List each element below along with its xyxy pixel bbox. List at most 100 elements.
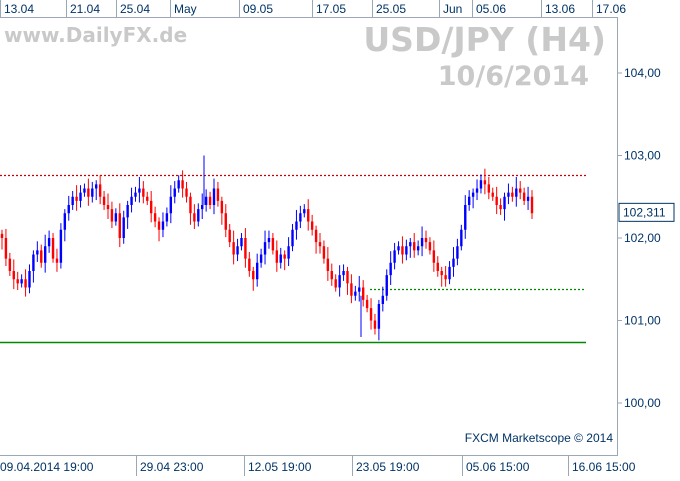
candle-body bbox=[153, 213, 157, 222]
candle-body bbox=[102, 196, 106, 205]
candle-body bbox=[503, 196, 506, 210]
candle-body bbox=[373, 320, 377, 329]
y-tick-label: 102,00 bbox=[624, 231, 661, 245]
candle-body bbox=[299, 213, 302, 222]
candle-body bbox=[91, 188, 94, 197]
candle-body bbox=[522, 192, 526, 201]
candle-body bbox=[303, 209, 306, 214]
bottom-axis-label: 29.04 23:00 bbox=[140, 460, 204, 474]
candle-body bbox=[342, 271, 345, 276]
horizontal-lines-layer bbox=[0, 174, 586, 344]
candle-body bbox=[365, 299, 369, 309]
candle-body bbox=[263, 242, 267, 255]
candle-body bbox=[149, 200, 153, 214]
candle-body bbox=[146, 196, 149, 201]
candle-body bbox=[259, 254, 263, 263]
candle-body bbox=[204, 196, 208, 205]
candle-body bbox=[279, 254, 282, 263]
candle-body bbox=[338, 275, 341, 288]
candle-body bbox=[189, 196, 192, 214]
candle-body bbox=[98, 184, 102, 197]
candle-body bbox=[511, 192, 514, 197]
candle-body bbox=[346, 271, 349, 284]
top-axis-label: 25.05 bbox=[376, 2, 406, 16]
candle-body bbox=[318, 242, 322, 247]
candle-body bbox=[173, 188, 176, 197]
candle-body bbox=[165, 213, 169, 222]
candle-body bbox=[460, 229, 463, 247]
candle-body bbox=[440, 271, 443, 276]
candle-body bbox=[519, 188, 522, 193]
candles-layer bbox=[0, 155, 534, 341]
candle-body bbox=[369, 308, 373, 321]
candle-body bbox=[361, 287, 365, 300]
candle-body bbox=[134, 192, 137, 197]
candle-body bbox=[71, 196, 74, 205]
candle-body bbox=[456, 246, 459, 259]
candle-body bbox=[448, 266, 451, 280]
candle-body bbox=[224, 213, 227, 230]
candle-body bbox=[8, 258, 12, 271]
candle-body bbox=[177, 180, 180, 189]
candle-body bbox=[354, 291, 357, 296]
candle-body bbox=[118, 213, 121, 238]
candle-body bbox=[126, 205, 129, 218]
candle-body bbox=[212, 188, 216, 205]
last-price-layer: 102,311 bbox=[618, 202, 675, 222]
top-axis-label: May bbox=[174, 2, 197, 16]
candle-body bbox=[381, 295, 385, 304]
bottom-axis-label: 16.06 15:00 bbox=[572, 460, 636, 474]
candle-body bbox=[267, 238, 271, 243]
candle-body bbox=[389, 262, 392, 276]
watermark-date: 10/6/2014 bbox=[438, 61, 589, 92]
candle-body bbox=[252, 271, 255, 280]
candle-body bbox=[248, 258, 251, 271]
candle-body bbox=[283, 254, 286, 259]
candle-body bbox=[322, 246, 326, 259]
candle-body bbox=[16, 279, 19, 284]
candle-body bbox=[330, 271, 333, 280]
candle-body bbox=[106, 205, 110, 210]
candle-body bbox=[271, 238, 275, 251]
watermark-site: www.DailyFX.de bbox=[4, 23, 187, 47]
candle-body bbox=[208, 196, 212, 205]
candle-body bbox=[185, 188, 188, 197]
candle-body bbox=[350, 283, 353, 296]
candle-body bbox=[424, 238, 428, 243]
candle-body bbox=[467, 196, 471, 205]
candle-body bbox=[95, 184, 98, 189]
y-tick-label: 101,00 bbox=[624, 314, 661, 328]
candle-body bbox=[130, 196, 133, 205]
credit-text: FXCM Marketscope © 2014 bbox=[465, 431, 614, 445]
candle-body bbox=[24, 279, 27, 288]
candle-body bbox=[63, 213, 67, 230]
top-axis-label: Jun bbox=[443, 2, 462, 16]
ticks-layer: 100,00 101,00 102,00 103,00 104,00 13.04 21.04… bbox=[0, 0, 661, 476]
candle-body bbox=[413, 242, 416, 251]
candle-body bbox=[59, 229, 63, 263]
candle-body bbox=[161, 221, 165, 230]
candle-body bbox=[310, 221, 314, 230]
candle-body bbox=[28, 271, 31, 288]
candle-body bbox=[530, 196, 534, 214]
axes-layer: FXCM Marketscope © 2014 bbox=[0, 17, 618, 456]
candle-body bbox=[220, 200, 224, 214]
candle-body bbox=[358, 287, 361, 292]
candle-body bbox=[475, 188, 479, 193]
candle-body bbox=[499, 205, 502, 210]
candle-body bbox=[507, 192, 510, 197]
candle-body bbox=[83, 188, 86, 193]
candle-body bbox=[197, 209, 200, 222]
candle-body bbox=[75, 196, 78, 201]
last-price-box bbox=[618, 202, 675, 222]
top-axis-label: 25.04 bbox=[120, 2, 150, 16]
candle-body bbox=[51, 238, 55, 259]
candle-body bbox=[479, 180, 483, 189]
candle-body bbox=[420, 238, 424, 247]
candle-body bbox=[67, 205, 70, 214]
candle-body bbox=[483, 180, 487, 185]
candle-body bbox=[79, 192, 82, 201]
candle-body bbox=[444, 275, 447, 280]
